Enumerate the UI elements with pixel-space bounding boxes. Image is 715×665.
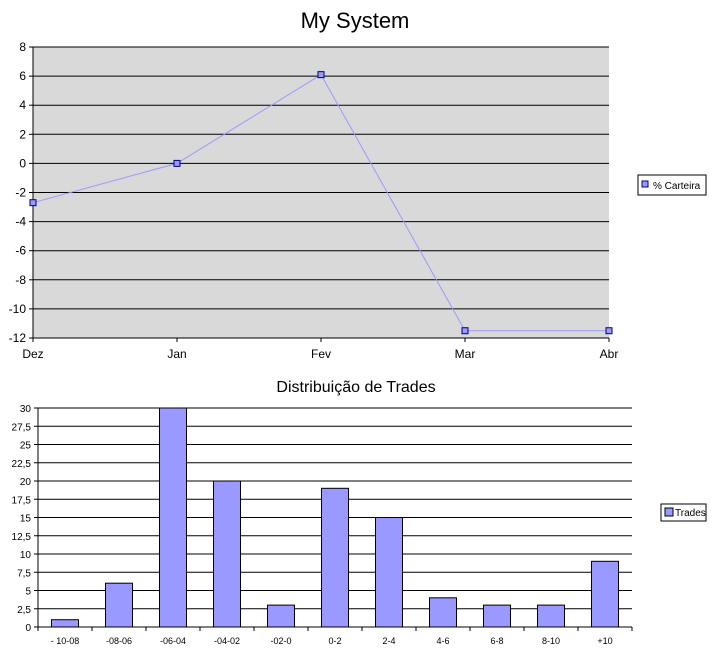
line-chart-legend-box (637, 174, 707, 196)
bar (105, 582, 133, 628)
line-chart-series (29, 71, 613, 335)
y-tick-label: 10 (20, 550, 32, 561)
y-tick-label: 5 (25, 587, 31, 598)
line-chart-legend-marker (641, 180, 649, 188)
x-tick-label: Abr (600, 347, 619, 361)
bar (375, 517, 403, 628)
y-tick-label: 12,5 (12, 532, 32, 543)
y-tick-label: 30 (20, 404, 32, 415)
y-tick-label: 27,5 (12, 422, 32, 433)
x-tick-label: -04-02 (214, 636, 240, 646)
bar (51, 619, 79, 628)
line-chart-legend: % Carteira (637, 174, 707, 196)
x-tick-label: 0-2 (328, 636, 341, 646)
line-chart-legend-label: % Carteira (653, 181, 701, 192)
y-tick-label: 0 (19, 156, 26, 170)
y-tick-label: -10 (9, 302, 27, 316)
data-point (605, 327, 613, 335)
bar (267, 604, 295, 628)
bar (483, 604, 511, 628)
data-point (173, 159, 181, 167)
line-chart-y-tick-labels: 8 6 4 2 0 -2 -4 -6 -8 -10 -12 (9, 40, 27, 345)
x-tick-label: -02-0 (270, 636, 291, 646)
bar-chart-legend: Trades (660, 503, 707, 522)
y-tick-label: 20 (20, 477, 32, 488)
y-tick-label: 7,5 (17, 568, 31, 579)
y-tick-label: -2 (15, 186, 26, 200)
y-tick-label: 2 (19, 127, 26, 141)
y-tick-label: 6 (19, 69, 26, 83)
bar (213, 480, 241, 628)
y-tick-label: 25 (20, 441, 32, 452)
bar (591, 560, 619, 628)
x-tick-label: 2-4 (382, 636, 395, 646)
data-point (317, 71, 325, 79)
bar-chart-bars (51, 407, 619, 628)
bar-chart-y-tick-labels: 30 27,5 25 22,5 20 17,5 15 12,5 10 7,5 5 2,5 0 (12, 404, 32, 634)
y-tick-label: 15 (20, 514, 32, 525)
y-tick-label: 0 (25, 623, 31, 634)
y-tick-label: 8 (19, 40, 26, 54)
y-tick-label: -4 (15, 215, 26, 229)
bar-chart-legend-marker (664, 507, 674, 517)
data-point (461, 327, 469, 335)
x-tick-label: Mar (455, 347, 476, 361)
x-tick-label: Jan (167, 347, 186, 361)
line-chart: My System 8 6 4 2 0 -2 -4 -6 -8 -10 -12 Dez Jan Fev M… (9, 8, 707, 361)
x-tick-label: -06-04 (160, 636, 186, 646)
y-tick-label: -6 (15, 244, 26, 258)
x-tick-label: +10 (597, 636, 612, 646)
y-tick-label: 17,5 (12, 495, 32, 506)
x-tick-label: - 10-08 (51, 636, 80, 646)
line-chart-title: My System (301, 8, 410, 33)
line-chart-x-tick-labels: Dez Jan Fev Mar Abr (22, 338, 618, 361)
bar-chart-legend-label: Trades (675, 508, 706, 519)
y-tick-label: 4 (19, 98, 26, 112)
y-tick-label: -12 (9, 331, 27, 345)
bar-chart-title: Distribuição de Trades (276, 379, 435, 396)
data-point (29, 199, 37, 207)
x-tick-label: -08-06 (106, 636, 132, 646)
y-tick-label: 22,5 (12, 459, 32, 470)
y-tick-label: -8 (15, 273, 26, 287)
x-tick-label: 8-10 (542, 636, 560, 646)
bar (429, 597, 457, 628)
bar-chart-x-tick-labels: - 10-08 -08-06 -06-04 -04-02 -02-0 0-2 2-4 4-6 6… (37, 627, 633, 646)
x-tick-label: 4-6 (436, 636, 449, 646)
x-tick-label: 6-8 (490, 636, 503, 646)
bar-chart: Distribuição de Trades 30 27,5 25 22,5 20 17,… (12, 379, 707, 646)
x-tick-label: Fev (311, 347, 331, 361)
x-tick-label: Dez (22, 347, 43, 361)
bar (321, 487, 349, 628)
y-tick-label: 2,5 (17, 605, 31, 616)
bar (537, 604, 565, 628)
bar (159, 407, 187, 628)
